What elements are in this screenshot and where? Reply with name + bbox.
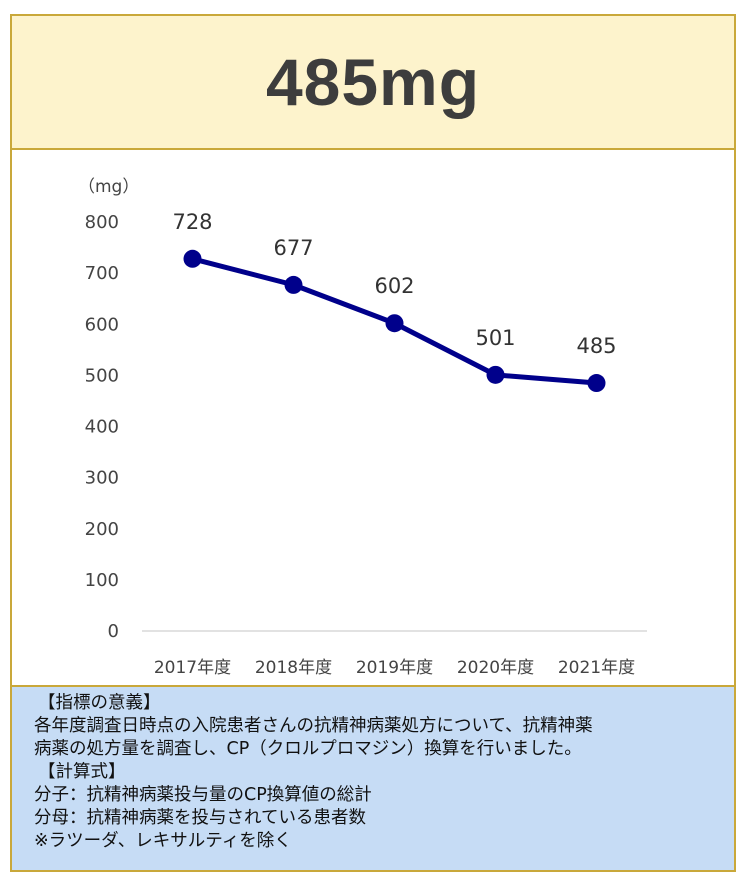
y-tick-label: 500 <box>85 365 119 386</box>
indicator-card: 485mg （mg） 0 100 200 300 400 500 600 700 800 2017年… <box>10 14 736 872</box>
note-heading-significance: 【指標の意義】 <box>38 693 161 713</box>
note-exclusion: ※ラツーダ、レキサルティを除く <box>34 831 292 851</box>
data-point <box>385 314 404 333</box>
data-label: 485 <box>576 334 616 358</box>
indicator-note: 【指標の意義】 各年度調査日時点の入院患者さんの抗精神病薬処方について、抗精神薬… <box>12 685 734 870</box>
data-label: 501 <box>475 326 515 350</box>
note-line: 病薬の処方量を調査し、CP（クロルプロマジン）換算を行いました。 <box>34 739 582 759</box>
data-point <box>284 275 303 294</box>
headline-value: 485mg <box>265 45 481 119</box>
note-heading-formula: 【計算式】 <box>38 762 126 782</box>
note-numerator: 分子：抗精神病薬投与量のCP換算値の総計 <box>34 785 372 805</box>
y-tick-label: 800 <box>85 212 119 233</box>
line-chart: （mg） 0 100 200 300 400 500 600 700 800 2017年度 2018年… <box>12 150 734 685</box>
x-tick-label: 2019年度 <box>356 658 433 678</box>
note-denominator: 分母：抗精神病薬を投与されている患者数 <box>34 808 366 828</box>
y-tick-label: 600 <box>85 314 119 335</box>
y-tick-label: 300 <box>85 468 119 489</box>
data-label: 602 <box>374 274 414 298</box>
y-tick-label: 0 <box>108 621 119 642</box>
x-tick-label: 2021年度 <box>558 658 635 678</box>
note-line: 各年度調査日時点の入院患者さんの抗精神病薬処方について、抗精神薬 <box>34 716 593 736</box>
data-point <box>486 365 505 384</box>
x-tick-label: 2020年度 <box>457 658 534 678</box>
data-label: 677 <box>273 236 313 260</box>
x-tick-label: 2017年度 <box>154 658 231 678</box>
y-axis-unit-label: （mg） <box>78 177 139 197</box>
data-label: 728 <box>172 210 212 234</box>
y-tick-label: 700 <box>85 263 119 284</box>
data-point <box>183 249 202 268</box>
value-header: 485mg <box>12 16 734 150</box>
y-tick-label: 200 <box>85 519 119 540</box>
y-tick-label: 100 <box>85 570 119 591</box>
y-tick-label: 400 <box>85 417 119 438</box>
data-point <box>587 374 606 393</box>
x-tick-label: 2018年度 <box>255 658 332 678</box>
chart-svg: （mg） 0 100 200 300 400 500 600 700 800 2017年度 2018年… <box>78 177 647 678</box>
